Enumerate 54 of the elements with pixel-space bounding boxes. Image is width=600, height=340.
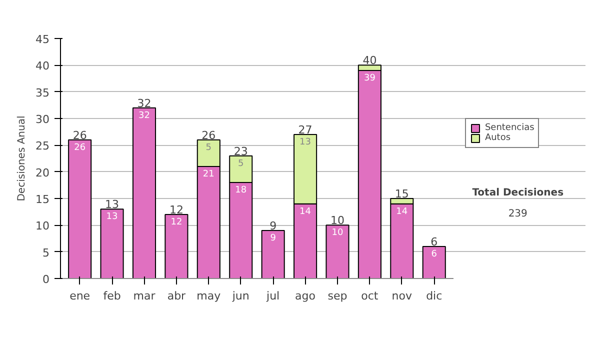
- x-tick-label: jun: [231, 290, 250, 302]
- data-label: 13: [300, 138, 312, 148]
- total-label: 23: [234, 144, 248, 158]
- y-axis-title: Decisiones Anual: [16, 116, 28, 202]
- x-tick-label: jul: [266, 290, 280, 302]
- data-label: 9: [270, 234, 276, 244]
- total-label: 15: [394, 188, 409, 200]
- y-tick-label: 35: [36, 86, 50, 100]
- data-label: 14: [396, 206, 408, 217]
- x-tick-label: may: [196, 290, 222, 302]
- data-label: 13: [106, 212, 118, 222]
- x-tick-label: feb: [103, 290, 121, 302]
- data-label: 14: [300, 206, 312, 217]
- data-label: 26: [74, 142, 86, 153]
- x-tick-label: nov: [392, 290, 413, 302]
- x-tick-label: mar: [133, 290, 156, 302]
- legend-label: Sentencias: [484, 123, 534, 133]
- data-label: 5: [206, 142, 212, 153]
- text: Total Decisiones: [472, 188, 564, 198]
- total-label: 26: [72, 128, 87, 142]
- legend-label: Autos: [484, 133, 511, 143]
- total-label: 40: [362, 54, 377, 68]
- x-tick-label: abr: [167, 290, 186, 302]
- total-label: 13: [105, 198, 120, 212]
- x-tick-label: sep: [328, 290, 348, 302]
- x-tick-label: dic: [426, 290, 442, 302]
- y-tick-label: 15: [36, 193, 50, 206]
- data-label: 12: [170, 218, 182, 228]
- data-label: 6: [431, 250, 438, 260]
- y-tick-label: 5: [42, 246, 50, 260]
- total-label: 26: [202, 128, 216, 142]
- total-label: 9: [270, 220, 277, 232]
- total-label: 27: [298, 124, 312, 136]
- y-tick-label: 20: [36, 166, 50, 180]
- total-label: 12: [169, 204, 184, 216]
- data-label: 18: [235, 186, 247, 196]
- total-label: 32: [137, 96, 152, 110]
- data-label: 5: [238, 158, 244, 169]
- x-tick-label: oct: [361, 290, 379, 302]
- data-label: 21: [202, 170, 214, 180]
- y-tick-label: 25: [36, 140, 50, 153]
- y-tick-label: 10: [36, 220, 50, 233]
- x-tick-label: ene: [70, 290, 90, 302]
- data-label: 32: [138, 110, 150, 121]
- total-label: 10: [330, 214, 344, 228]
- data-label: 39: [364, 74, 376, 84]
- total-label: 6: [430, 236, 438, 248]
- y-tick-label: 30: [36, 113, 50, 126]
- y-tick-label: 45: [36, 33, 50, 46]
- x-tick-label: ago: [295, 290, 316, 302]
- text: 239: [508, 208, 528, 220]
- y-tick-label: 0: [42, 273, 50, 286]
- data-label: 10: [332, 228, 344, 238]
- y-tick-label: 40: [36, 60, 50, 73]
